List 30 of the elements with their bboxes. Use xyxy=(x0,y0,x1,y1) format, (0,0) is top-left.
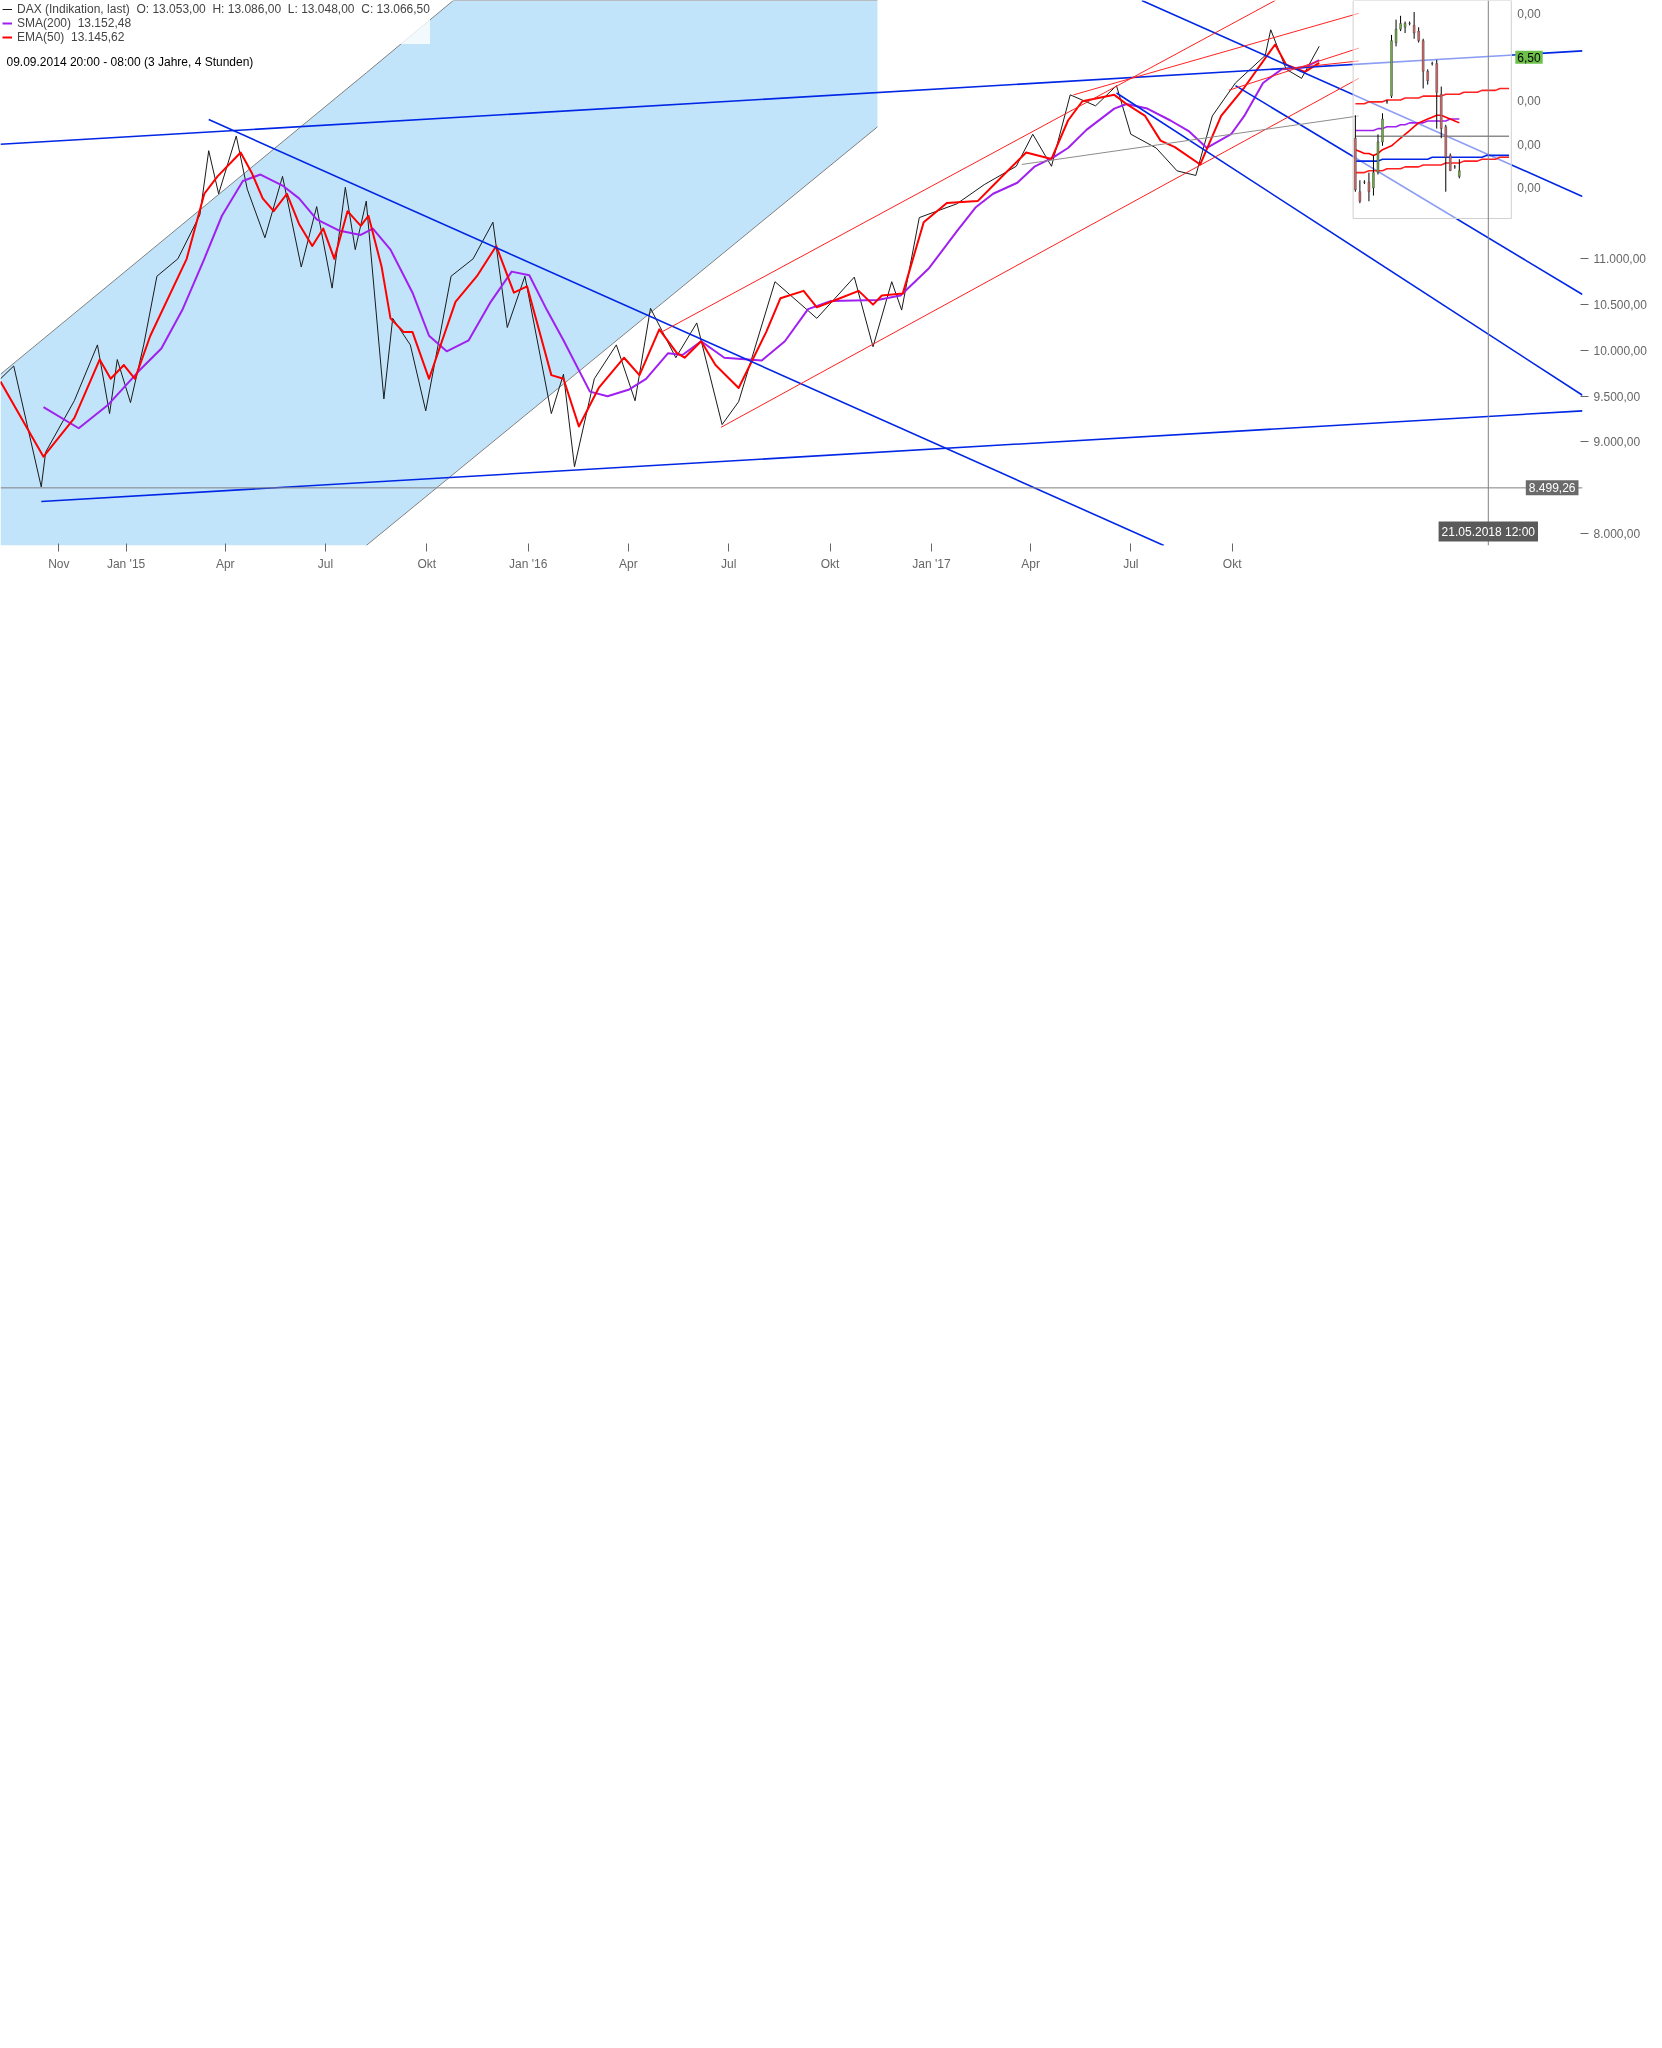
x-tick-label: Jul xyxy=(1123,556,1139,571)
legend-label: SMA(200) 13.152,48 xyxy=(17,16,132,30)
x-tick-label: Jan '17 xyxy=(912,556,951,571)
y-tick-label: 9.500,00 xyxy=(1593,389,1641,404)
y-tick-label: 9.000,00 xyxy=(1593,435,1641,450)
annotation: 6,50 xyxy=(1517,50,1541,65)
y-tick-label: 10.500,00 xyxy=(1593,298,1648,313)
annotation: 0,00 xyxy=(1517,181,1541,196)
x-tick-label: Apr xyxy=(1021,556,1040,571)
ref-line-label: 8.499,26 xyxy=(1528,481,1576,496)
x-tick-label: Jul xyxy=(317,556,334,571)
x-tick-label: Jan '16 xyxy=(509,556,548,571)
x-tick-label: Okt xyxy=(820,556,841,571)
annotation: 09.09.2014 20:00 - 08:00 (3 Jahre, 4 Stunden) xyxy=(6,54,254,69)
x-tick-label: Jul xyxy=(721,556,737,571)
x-tick-label: Nov xyxy=(48,556,70,571)
annotation: 0,00 xyxy=(1517,137,1541,152)
ref-line-label: 21.05.2018 12:00 xyxy=(1441,524,1536,539)
x-tick-label: Apr xyxy=(215,556,235,571)
y-tick-label: 8.000,00 xyxy=(1593,527,1641,542)
x-tick-label: Jan '15 xyxy=(106,556,146,571)
annotation: 0,00 xyxy=(1517,94,1541,109)
x-tick-label: Apr xyxy=(619,556,638,571)
legend-label: DAX (Indikation, last) O: 13.053,00 H: 13.086,00 L: 13.048,00 C: 13.066,50 xyxy=(17,2,430,16)
legend-label: EMA(50) 13.145,62 xyxy=(17,30,125,44)
x-tick-label: Okt xyxy=(417,556,437,571)
x-tick-label: Okt xyxy=(1222,556,1243,571)
annotation: 0,00 xyxy=(1517,7,1541,22)
y-tick-label: 11.000,00 xyxy=(1593,252,1647,267)
y-tick-label: 10.000,00 xyxy=(1593,343,1648,358)
